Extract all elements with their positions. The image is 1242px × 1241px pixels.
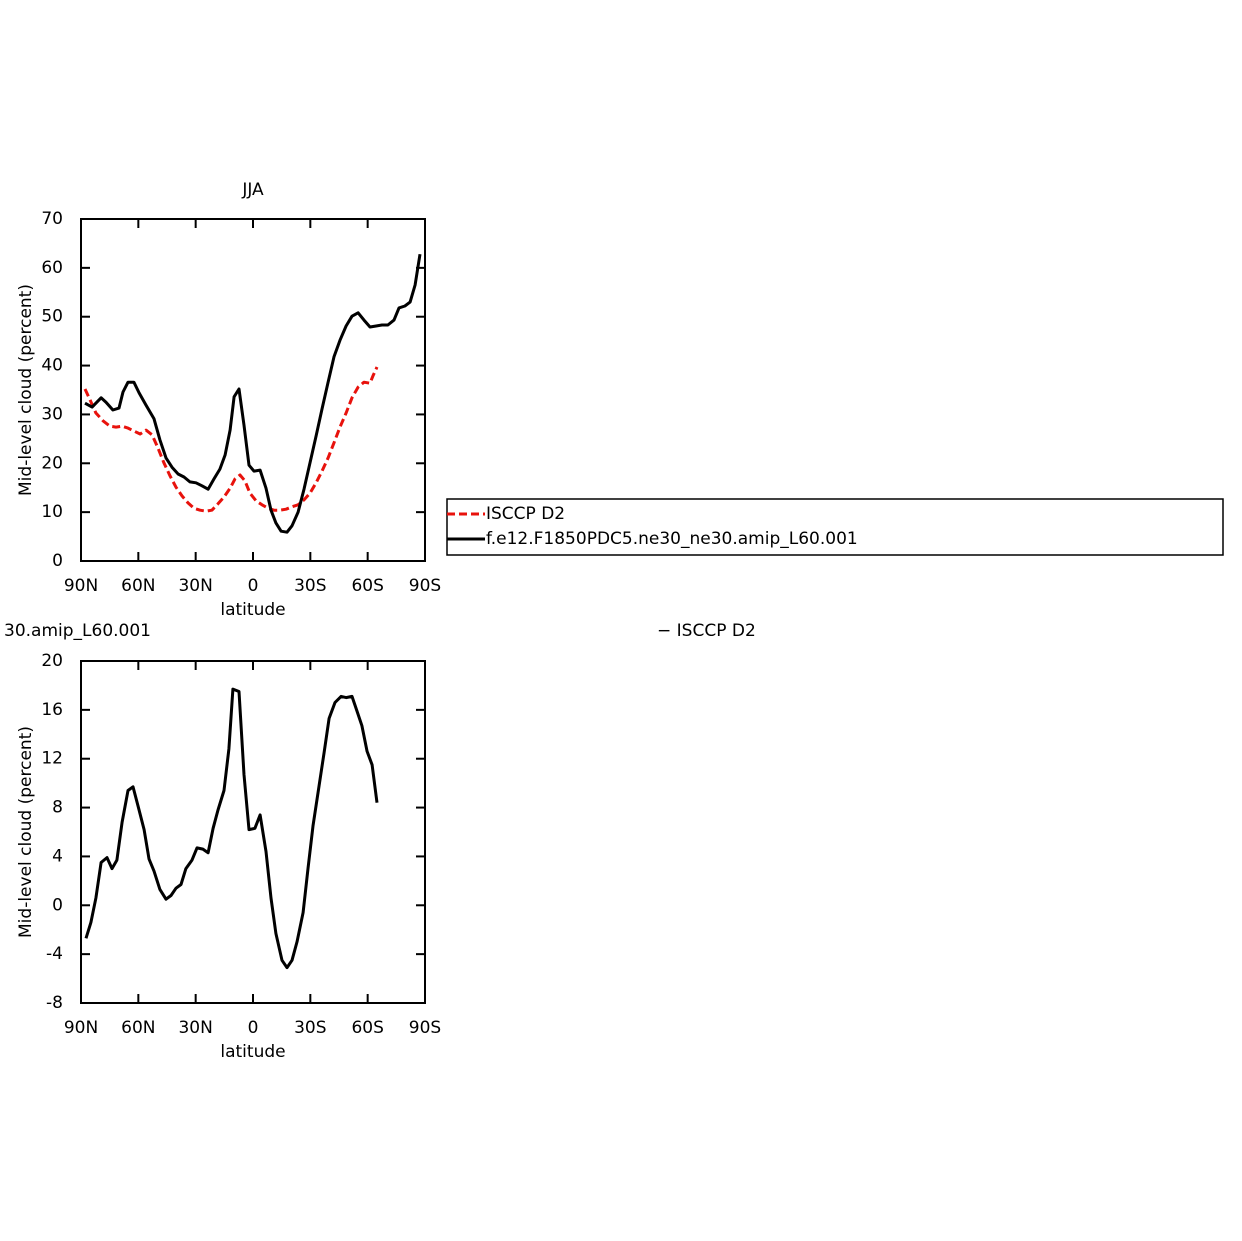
y-tick-label: 16	[41, 700, 63, 720]
x-tick-label: 0	[248, 1018, 259, 1038]
x-tick-label: 30S	[294, 576, 326, 596]
x-axis-label: latitude	[220, 1042, 285, 1062]
x-axis-label: latitude	[220, 600, 285, 620]
y-tick-label: -8	[46, 993, 63, 1013]
x-tick-label: 60S	[351, 576, 383, 596]
y-tick-label: 20	[41, 453, 63, 473]
series-line	[84, 253, 422, 534]
legend-label: f.e12.F1850PDC5.ne30_ne30.amip_L60.001	[486, 529, 858, 549]
x-tick-label: 90N	[64, 576, 98, 596]
y-tick-label: 4	[52, 846, 63, 866]
y-axis-label: Mid-level cloud (percent)	[16, 726, 36, 938]
x-tick-label: 60N	[121, 576, 155, 596]
x-tick-label: 90N	[64, 1018, 98, 1038]
y-tick-label: 30	[41, 404, 63, 424]
x-tick-label: 30S	[294, 1018, 326, 1038]
y-tick-label: 50	[41, 307, 63, 327]
y-tick-label: 8	[52, 798, 63, 818]
y-tick-label: 60	[41, 258, 63, 278]
chart-title-left: 30.amip_L60.001	[4, 621, 151, 641]
x-tick-label: 90S	[409, 576, 441, 596]
y-tick-label: 0	[52, 551, 63, 571]
y-axis-label: Mid-level cloud (percent)	[16, 284, 36, 496]
y-tick-label: 12	[41, 749, 63, 769]
series-line	[83, 366, 379, 513]
x-tick-label: 30N	[178, 1018, 212, 1038]
y-tick-label: 70	[41, 209, 63, 229]
x-tick-label: 30N	[178, 576, 212, 596]
y-tick-label: -4	[46, 944, 63, 964]
plot-frame	[80, 218, 426, 562]
chart-title-right: − ISCCP D2	[657, 621, 756, 641]
legend-box	[446, 498, 1224, 556]
legend-label: ISCCP D2	[486, 504, 565, 524]
x-tick-label: 60N	[121, 1018, 155, 1038]
y-tick-label: 20	[41, 651, 63, 671]
series-line	[84, 687, 379, 970]
x-tick-label: 90S	[409, 1018, 441, 1038]
chart-title: JJA	[241, 180, 264, 200]
y-tick-label: 40	[41, 356, 63, 376]
y-tick-label: 0	[52, 895, 63, 915]
x-tick-label: 60S	[351, 1018, 383, 1038]
plot-frame	[80, 660, 426, 1004]
y-tick-label: 10	[41, 502, 63, 522]
x-tick-label: 0	[248, 576, 259, 596]
